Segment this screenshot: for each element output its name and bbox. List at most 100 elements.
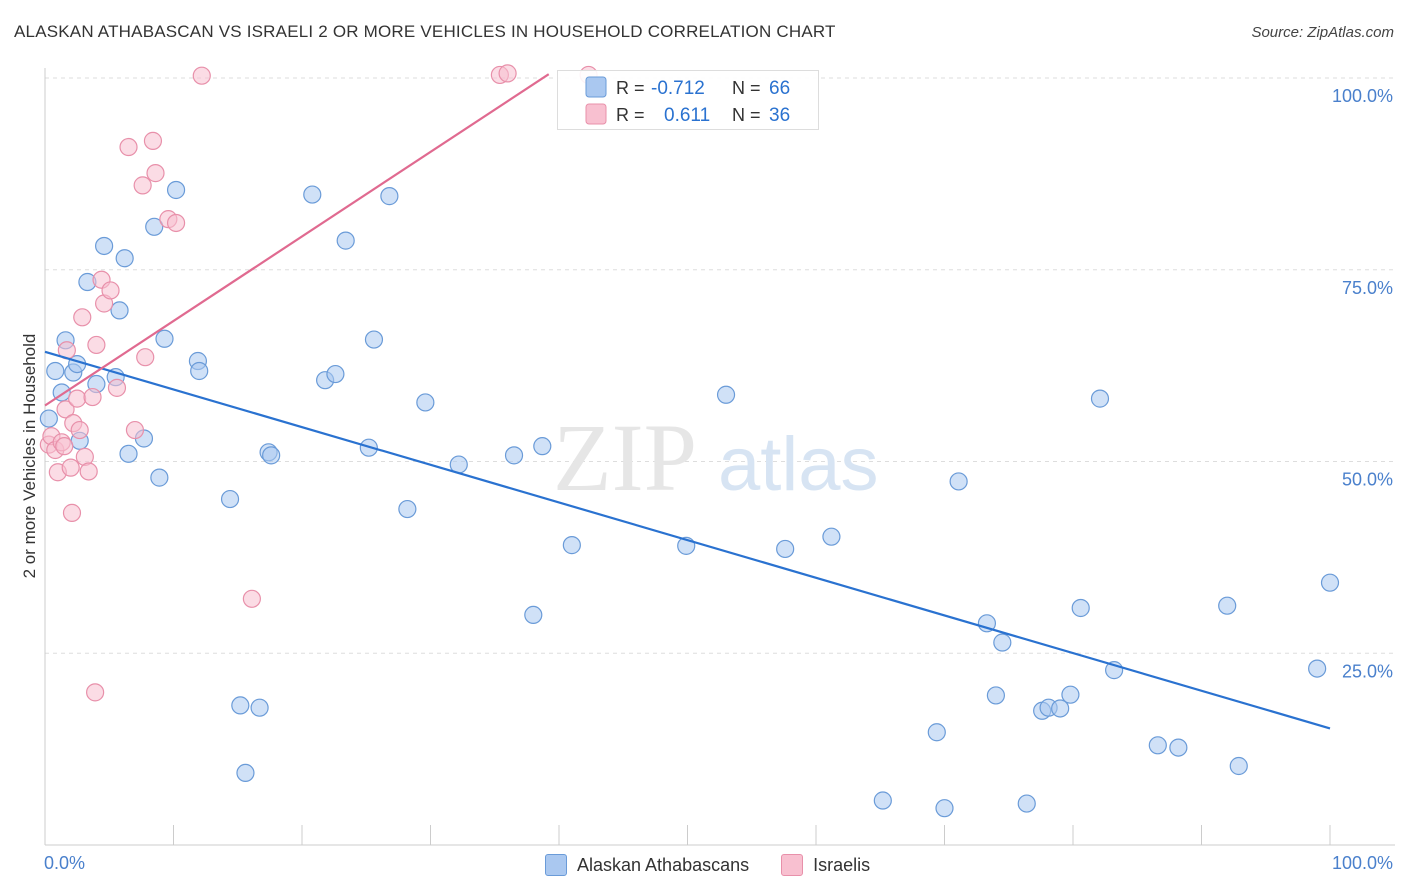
series-alaskan-athabascans <box>39 180 1340 818</box>
legend-n-value-2: 36 <box>769 105 790 126</box>
point-israelis <box>83 387 102 407</box>
point-alaskan-athabascans <box>776 539 795 559</box>
point-israelis <box>55 437 74 456</box>
point-alaskan-athabascans <box>1169 738 1188 757</box>
point-alaskan-athabascans <box>416 393 435 412</box>
watermark-atlas: atlas <box>718 422 879 507</box>
legend-swatch-alaskan <box>545 854 567 876</box>
legend-item-alaskan-athabascans[interactable]: Alaskan Athabascans <box>545 854 749 876</box>
point-alaskan-athabascans <box>380 187 399 206</box>
point-israelis <box>498 64 517 83</box>
y-tick-label: 75.0% <box>1342 278 1393 298</box>
legend-label-alaskan: Alaskan Athabascans <box>577 854 750 875</box>
point-alaskan-athabascans <box>716 385 736 404</box>
point-alaskan-athabascans <box>1017 794 1036 813</box>
point-israelis <box>133 176 152 195</box>
stats-legend: R = -0.712 N = 66 R = 0.611 N = 36 <box>557 70 819 130</box>
tick-labels: 25.0% 50.0% 75.0% 100.0% 0.0% 100.0% <box>44 86 1393 873</box>
point-israelis <box>125 420 145 440</box>
point-alaskan-athabascans <box>220 489 240 509</box>
legend-n-label-2: N = <box>732 105 761 125</box>
point-alaskan-athabascans <box>1051 699 1070 718</box>
point-israelis <box>56 400 75 419</box>
point-israelis <box>70 420 89 440</box>
point-alaskan-athabascans <box>1229 756 1248 776</box>
point-alaskan-athabascans <box>1071 598 1090 618</box>
trend-line-israelis <box>44 73 550 407</box>
point-alaskan-athabascans <box>166 180 186 200</box>
x-tick-label: 100.0% <box>1332 853 1393 873</box>
point-alaskan-athabascans <box>364 330 384 349</box>
series-legend: Alaskan Athabascans Israelis <box>545 852 902 878</box>
point-alaskan-athabascans <box>115 249 134 268</box>
legend-r-label-1: R = <box>616 78 645 98</box>
point-israelis <box>242 589 261 608</box>
point-alaskan-athabascans <box>935 799 954 818</box>
point-alaskan-athabascans <box>822 527 841 546</box>
point-israelis <box>79 462 98 481</box>
point-israelis <box>143 131 163 150</box>
point-israelis <box>68 389 87 408</box>
point-alaskan-athabascans <box>1061 685 1080 704</box>
point-alaskan-athabascans <box>1218 596 1237 615</box>
point-israelis <box>107 378 127 397</box>
y-tick-label: 25.0% <box>1342 661 1393 681</box>
point-alaskan-athabascans <box>95 236 114 256</box>
point-alaskan-athabascans <box>1148 736 1167 755</box>
point-alaskan-athabascans <box>562 536 581 555</box>
point-israelis <box>136 348 155 367</box>
point-israelis <box>87 335 106 355</box>
legend-label-israelis: Israelis <box>813 854 871 875</box>
point-alaskan-athabascans <box>986 686 1006 705</box>
point-alaskan-athabascans <box>155 329 174 348</box>
trend-lines <box>44 73 1331 730</box>
point-alaskan-athabascans <box>873 791 892 810</box>
point-alaskan-athabascans <box>190 361 209 381</box>
chart-title: ALASKAN ATHABASCAN VS ISRAELI 2 OR MORE … <box>14 22 836 41</box>
point-alaskan-athabascans <box>504 446 524 465</box>
point-alaskan-athabascans <box>326 364 345 384</box>
legend-n-label-1: N = <box>732 78 761 98</box>
point-israelis <box>192 66 211 85</box>
watermark-zip: ZIP <box>553 404 697 511</box>
point-israelis <box>73 308 92 327</box>
point-alaskan-athabascans <box>145 217 164 236</box>
legend-swatch-israelis <box>781 854 804 876</box>
point-alaskan-athabascans <box>927 723 946 742</box>
legend-swatch-pink <box>585 103 607 125</box>
point-alaskan-athabascans <box>46 361 65 381</box>
point-israelis <box>146 164 165 183</box>
point-alaskan-athabascans <box>533 437 552 456</box>
point-alaskan-athabascans <box>110 301 129 320</box>
point-alaskan-athabascans <box>1090 389 1110 408</box>
point-alaskan-athabascans <box>250 698 269 717</box>
legend-n-value-1: 66 <box>769 78 790 99</box>
legend-r-value-2: 0.611 <box>664 105 710 126</box>
axes <box>44 68 1395 846</box>
legend-r-value-1: -0.712 <box>651 78 705 99</box>
point-alaskan-athabascans <box>39 409 58 428</box>
point-alaskan-athabascans <box>993 633 1012 652</box>
point-alaskan-athabascans <box>119 444 138 463</box>
point-israelis <box>62 503 82 522</box>
point-alaskan-athabascans <box>150 468 169 487</box>
point-alaskan-athabascans <box>236 763 255 783</box>
point-alaskan-athabascans <box>949 472 968 491</box>
legend-swatch-blue <box>585 76 607 98</box>
point-israelis <box>101 281 120 300</box>
legend-item-israelis[interactable]: Israelis <box>781 854 870 876</box>
grid-lines <box>45 77 1395 654</box>
stats-legend-svg: R = -0.712 N = 66 R = 0.611 N = 36 <box>585 76 790 126</box>
point-alaskan-athabascans <box>398 499 417 519</box>
legend-r-label-2: R = <box>616 105 645 125</box>
point-israelis <box>86 683 105 702</box>
point-alaskan-athabascans <box>303 185 322 204</box>
point-alaskan-athabascans <box>1308 659 1327 678</box>
point-israelis <box>61 458 80 477</box>
source-label: Source: ZipAtlas.com <box>1251 24 1394 41</box>
point-alaskan-athabascans <box>336 231 355 250</box>
trend-line-alaskan-athabascans <box>44 350 1331 730</box>
y-tick-label: 100.0% <box>1332 86 1393 106</box>
point-israelis <box>119 137 138 157</box>
